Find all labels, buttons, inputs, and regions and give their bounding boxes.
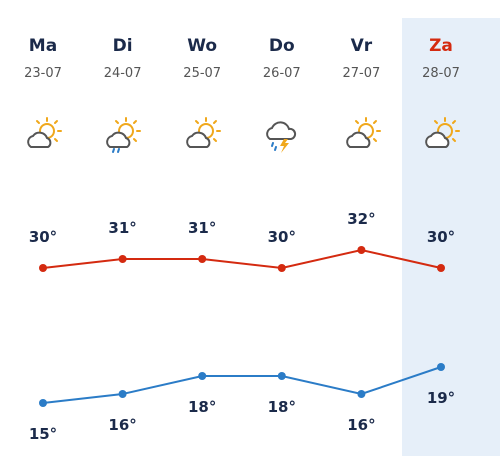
day-name: Wo [187,36,217,56]
day-name: Di [113,36,133,56]
low-point [357,390,366,398]
low-point [277,372,286,380]
date: 26-07 [263,66,301,81]
high-point [277,264,286,272]
high-label: 32° [347,210,375,228]
highlight-column [402,18,500,456]
date: 23-07 [24,66,62,81]
date: 28-07 [422,66,460,81]
low-label: 19° [427,389,455,407]
high-point [198,255,207,263]
day-name: Ma [29,36,57,56]
low-line [42,366,442,404]
day-name: Za [429,36,453,56]
high-point [118,255,127,263]
date: 24-07 [104,66,142,81]
high-label: 30° [268,228,296,246]
high-point [39,264,47,272]
day-name: Do [269,36,295,56]
low-label: 16° [108,416,136,434]
low-point [437,363,445,371]
high-label: 30° [427,228,455,246]
weather-icon [107,118,140,152]
low-point [39,399,47,407]
low-point [198,372,207,380]
low-label: 15° [29,425,57,443]
high-point [357,246,366,254]
date: 25-07 [183,66,221,81]
weather-icon [266,121,297,154]
weather-icon [27,117,62,148]
low-label: 18° [188,398,216,416]
weather-icon [186,117,221,148]
high-label: 31° [188,219,216,237]
day-name: Vr [351,36,373,56]
high-point [437,264,445,272]
low-label: 16° [347,416,375,434]
high-line [42,248,442,270]
weather-icon [346,117,381,148]
low-label: 18° [268,398,296,416]
low-point [118,390,127,398]
high-label: 31° [108,219,136,237]
icons [27,117,460,154]
date: 27-07 [343,66,381,81]
high-label: 30° [29,228,57,246]
